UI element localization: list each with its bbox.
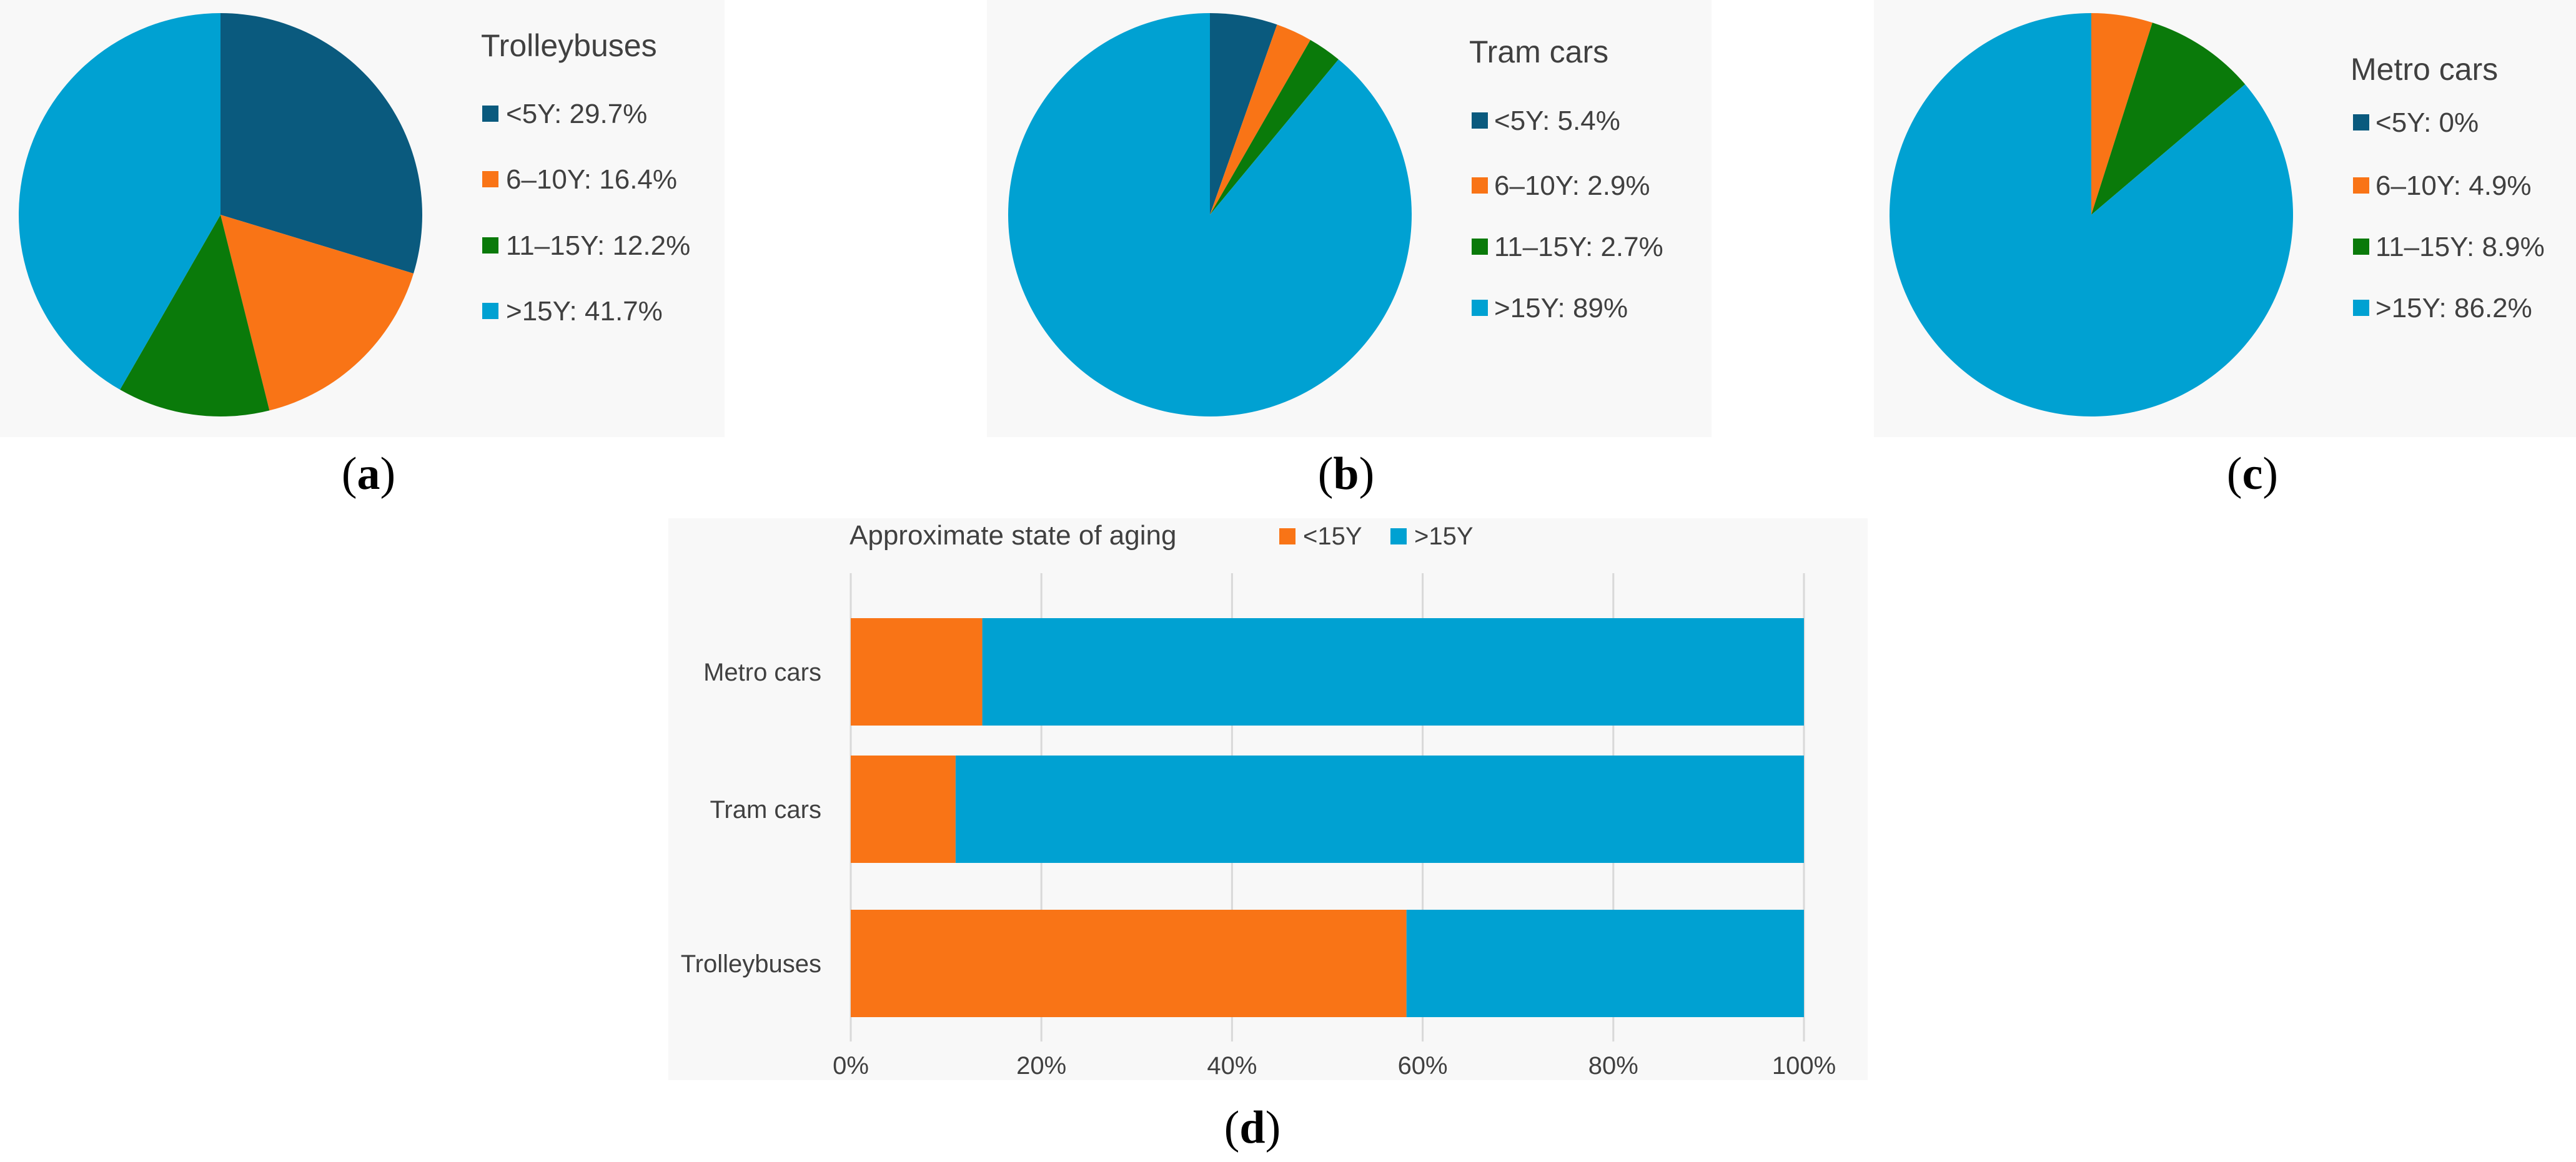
panel-a-caption: (a) [342,448,395,500]
caption-letter-d: d [1239,1102,1265,1153]
legend-swatch-lt5 [2353,114,2369,130]
legend-swatch-6-10 [482,171,498,187]
legend-label-lt5: <5Y: 29.7% [506,99,647,129]
x-tick-label: 40% [1207,1052,1257,1080]
legend-label-11-15: 11–15Y: 12.2% [506,230,690,261]
pie-a-legend: <5Y: 29.7% 6–10Y: 16.4% 11–15Y: 12.2% >1… [482,99,690,327]
pie-c-title: Metro cars [2351,52,2498,87]
legend-swatch-gt15 [482,303,498,319]
bar-chart-bars [851,618,1804,1017]
panel-d-caption: (d) [1224,1102,1281,1153]
pie-b-title: Tram cars [1469,34,1608,69]
pie-a-title: Trolleybuses [481,28,657,63]
bar-segment-gt15 [982,618,1804,726]
legend-swatch-gt15 [2353,300,2369,316]
bar-segment-gt15 [1406,910,1804,1017]
legend-label-gt15: >15Y: 89% [1494,293,1628,323]
bar-segment-lt15 [851,910,1407,1017]
pie-slice-6-10 [220,215,414,411]
bar-segment-lt15 [851,618,983,726]
legend-label-gt15: >15Y: 86.2% [2375,293,2532,323]
legend-label-lt5: <5Y: 5.4% [1494,106,1620,136]
caption-letter-b: b [1333,448,1359,500]
legend-label-6-10: 6–10Y: 16.4% [506,164,677,195]
bar-segment-gt15 [955,756,1804,863]
legend-swatch-11-15 [482,237,498,254]
pie-slice-gt15 [19,13,221,390]
legend-label-lt5: <5Y: 0% [2375,107,2479,138]
bar-chart-title: Approximate state of aging [850,520,1176,551]
legend-swatch-6-10 [2353,177,2369,194]
category-label: Metro cars [703,659,821,686]
pie-slice-11-15 [2091,22,2246,215]
pie-slice-11-15 [1210,39,1339,215]
pie-slice-6-10 [2091,13,2152,215]
legend-swatch-11-15 [2353,239,2369,255]
pie-chart-trolleybuses [19,13,423,416]
legend-swatch-6-10 [1472,177,1488,194]
x-tick-label: 100% [1772,1052,1836,1080]
bar-chart-x-ticks: 0% 20% 40% 60% 80% 100% [833,1052,1836,1080]
panel-b-caption: (b) [1318,448,1374,500]
panel-c-caption: (c) [2227,448,2278,500]
legend-label-gt15: >15Y [1414,523,1474,550]
legend-swatch-lt5 [1472,112,1488,129]
caption-letter-c: c [2242,448,2263,500]
pie-chart-metro-cars [1890,13,2294,416]
pie-slice-6-10 [1210,24,1310,215]
legend-label-6-10: 6–10Y: 2.9% [1494,170,1650,201]
x-tick-label: 60% [1398,1052,1448,1080]
bar-segment-lt15 [851,756,956,863]
legend-label-11-15: 11–15Y: 8.9% [2375,232,2545,262]
pie-chart-tram-cars [1008,13,1412,416]
category-label: Trolleybuses [681,950,821,978]
pie-c-legend: <5Y: 0% 6–10Y: 4.9% 11–15Y: 8.9% >15Y: 8… [2353,107,2545,323]
pie-b-legend: <5Y: 5.4% 6–10Y: 2.9% 11–15Y: 2.7% >15Y:… [1472,106,1663,323]
legend-swatch-11-15 [1472,239,1488,255]
legend-label-6-10: 6–10Y: 4.9% [2375,170,2532,201]
pie-slice-gt15 [1008,13,1412,416]
legend-swatch-lt15 [1279,528,1295,544]
pie-slice-gt15 [1890,13,2294,416]
legend-label-lt15: <15Y [1303,523,1362,550]
category-label: Tram cars [710,796,821,824]
bar-chart-legend: <15Y >15Y [1279,523,1474,550]
x-tick-label: 80% [1588,1052,1638,1080]
pie-slice-lt5 [1210,13,1277,215]
legend-swatch-lt5 [482,106,498,122]
legend-label-11-15: 11–15Y: 2.7% [1494,232,1663,262]
x-tick-label: 20% [1016,1052,1066,1080]
legend-label-gt15: >15Y: 41.7% [506,296,663,327]
x-tick-label: 0% [833,1052,869,1080]
pie-slice-11-15 [120,215,270,416]
pie-slice-lt5 [220,13,423,273]
bar-chart-categories: Metro cars Tram cars Trolleybuses [681,659,821,978]
caption-letter-a: a [357,448,380,500]
legend-swatch-gt15 [1472,300,1488,316]
legend-swatch-gt15 [1390,528,1407,544]
